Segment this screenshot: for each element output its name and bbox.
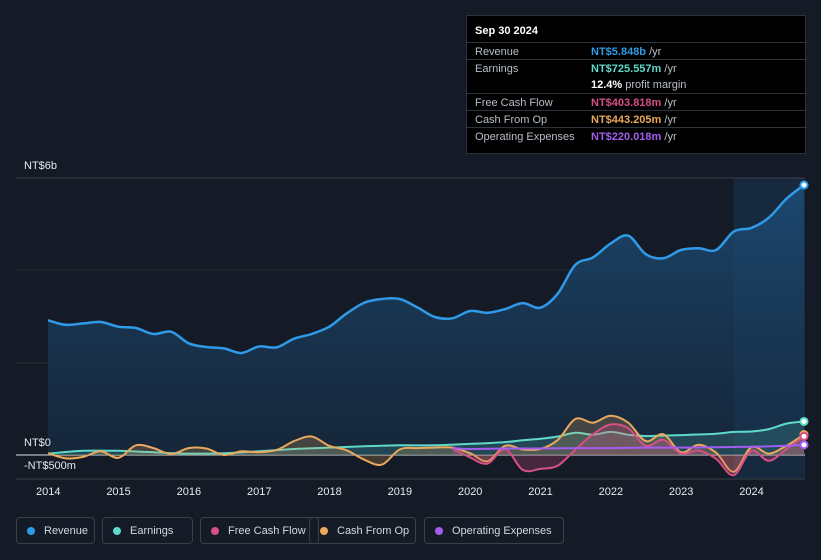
legend-item-revenue[interactable]: Revenue xyxy=(16,517,95,544)
free-cash-flow-dot-icon xyxy=(211,527,219,535)
revenue-dot-icon xyxy=(27,527,35,535)
x-tick-label: 2021 xyxy=(528,486,553,498)
tooltip-label: Operating Expenses xyxy=(475,131,575,143)
cash-from-op-dot-icon xyxy=(320,527,328,535)
tooltip-row-revenue: Revenue NT$5.848b /yr xyxy=(467,42,807,60)
tooltip-value: NT$220.018m /yr xyxy=(591,131,677,143)
legend-item-cash-from-op[interactable]: Cash From Op xyxy=(309,517,416,544)
x-tick-label: 2017 xyxy=(246,486,272,498)
operating-expenses-end-point xyxy=(799,440,809,450)
x-tick-label: 2016 xyxy=(176,486,202,498)
tooltip-label: Cash From Op xyxy=(475,114,548,126)
tooltip-row-cash-from-op: Cash From Op NT$443.205m /yr xyxy=(467,110,807,128)
x-tick-label: 2019 xyxy=(387,486,413,498)
legend-item-earnings[interactable]: Earnings xyxy=(102,517,193,544)
tooltip-panel: Sep 30 2024 Revenue NT$5.848b /yr Earnin… xyxy=(466,15,807,154)
x-tick-label: 2014 xyxy=(36,486,61,498)
tooltip-value: NT$443.205m /yr xyxy=(591,114,677,126)
legend-label: Operating Expenses xyxy=(452,525,552,537)
revenue-end-point xyxy=(799,180,809,190)
tooltip-value: NT$725.557m /yr xyxy=(591,63,677,75)
x-tick-label: 2022 xyxy=(598,486,624,498)
tooltip-label: Revenue xyxy=(475,46,520,58)
legend-item-operating-expenses[interactable]: Operating Expenses xyxy=(424,517,564,544)
y-tick-label-top: NT$6b xyxy=(24,160,58,172)
y-tick-label-zero: NT$0 xyxy=(24,437,51,449)
legend-label: Cash From Op xyxy=(337,525,410,537)
tooltip-row-operating-expenses: Operating Expenses NT$220.018m /yr xyxy=(467,127,807,145)
free-cash-flow-end-point xyxy=(799,431,809,441)
tooltip-value: NT$403.818m /yr xyxy=(591,97,677,109)
tooltip-value: 12.4% profit margin xyxy=(591,79,687,91)
y-tick-label-bottom: -NT$500m xyxy=(24,460,76,472)
free-cash-flow-area xyxy=(452,424,804,476)
x-tick-label: 2023 xyxy=(668,486,694,498)
x-tick-label: 2018 xyxy=(317,486,342,498)
tooltip-row-earnings: Earnings NT$725.557m /yr xyxy=(467,59,807,77)
tooltip-label: Free Cash Flow xyxy=(475,97,553,109)
x-tick-label: 2020 xyxy=(457,486,483,498)
earnings-end-point xyxy=(799,416,809,426)
tooltip-row-free-cash-flow: Free Cash Flow NT$403.818m /yr xyxy=(467,93,807,111)
legend-label: Free Cash Flow xyxy=(228,525,306,537)
revenue-line xyxy=(47,184,805,355)
operating-expenses-dot-icon xyxy=(435,527,443,535)
legend-label: Revenue xyxy=(44,525,89,537)
tooltip-date: Sep 30 2024 xyxy=(475,25,538,37)
tooltip-value: NT$5.848b /yr xyxy=(591,46,662,58)
operating-expenses-line xyxy=(452,443,805,451)
tooltip-label: Earnings xyxy=(475,63,519,75)
x-tick-label: 2024 xyxy=(739,486,764,498)
cash-from-op-area xyxy=(48,415,804,472)
earnings-area xyxy=(48,421,804,455)
revenue-area xyxy=(48,185,804,455)
legend-item-free-cash-flow[interactable]: Free Cash Flow xyxy=(200,517,319,544)
x-tick-label: 2015 xyxy=(106,486,131,498)
cash-from-op-line xyxy=(47,414,805,473)
tooltip-row-profit-margin: 12.4% profit margin xyxy=(467,76,807,93)
earnings-line xyxy=(47,420,805,455)
free-cash-flow-line xyxy=(451,423,805,477)
legend-label: Earnings xyxy=(130,525,174,537)
earnings-dot-icon xyxy=(113,527,121,535)
